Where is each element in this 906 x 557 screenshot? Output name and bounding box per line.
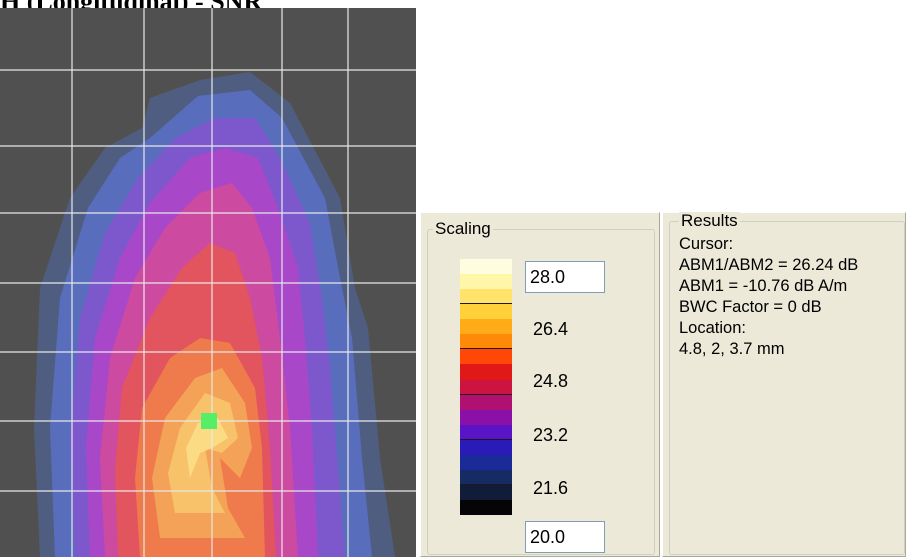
scale-tick-label: 24.8 — [533, 371, 569, 391]
color-scale-band — [460, 364, 512, 380]
abm1-value: ABM1 = -10.76 dB A/m — [679, 277, 848, 295]
color-scale-band — [460, 319, 512, 335]
results-panel: Results Cursor: ABM1/ABM2 = 26.24 dB ABM… — [662, 212, 906, 557]
cursor-marker — [201, 413, 217, 429]
heatmap-svg — [0, 8, 416, 557]
scaling-panel: Scaling 26.4 24.8 23.2 21.6 — [420, 212, 660, 557]
color-scale-band — [460, 379, 512, 396]
color-scale-band — [460, 349, 512, 365]
scale-tick-label: 26.4 — [533, 319, 569, 339]
color-scale-band — [460, 439, 512, 455]
scaling-legend: Scaling — [433, 219, 493, 238]
results-body: Cursor: ABM1/ABM2 = 26.24 dB ABM1 = -10.… — [679, 234, 858, 360]
color-scale-band — [460, 500, 512, 516]
color-scale-band — [460, 424, 512, 441]
color-scale-band — [460, 394, 512, 410]
color-scale-band — [460, 409, 512, 425]
scale-tick-label: 21.6 — [533, 478, 569, 498]
color-scale-band — [460, 334, 512, 351]
color-scale-band — [460, 274, 512, 290]
scale-tick-label: 23.2 — [533, 425, 569, 445]
results-group: Results Cursor: ABM1/ABM2 = 26.24 dB ABM… — [669, 212, 905, 555]
color-scale-band — [460, 454, 512, 470]
color-scale-band — [460, 259, 512, 275]
color-scale-band — [460, 469, 512, 487]
color-scale-band — [460, 289, 512, 306]
scale-max-input[interactable] — [525, 261, 605, 293]
ratio-value: ABM1/ABM2 = 26.24 dB — [679, 256, 859, 274]
location-value: 4.8, 2, 3.7 mm — [679, 340, 785, 358]
color-scale-bar — [460, 259, 512, 516]
cursor-label: Cursor: — [679, 235, 734, 253]
scaling-group: Scaling 26.4 24.8 23.2 21.6 — [427, 220, 655, 555]
color-scale-band — [460, 484, 512, 500]
location-label: Location: — [679, 319, 746, 337]
field-distribution-plot[interactable] — [0, 8, 416, 557]
color-scale-band — [460, 304, 512, 320]
contour-level-peak — [186, 418, 228, 478]
bwc-factor-value: BWC Factor = 0 dB — [679, 298, 822, 316]
scale-min-input[interactable] — [525, 521, 605, 553]
results-legend: Results — [679, 211, 740, 230]
